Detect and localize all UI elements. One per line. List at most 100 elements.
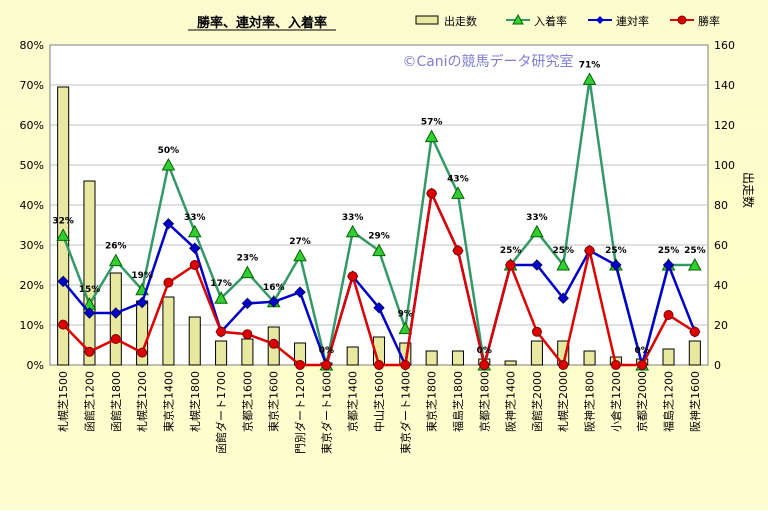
point-rentai-rate <box>557 292 569 304</box>
x-tick-label: 阪神芝1800 <box>583 371 597 432</box>
bar-starts <box>451 350 464 366</box>
bar-starts <box>215 340 228 366</box>
point-win-rate <box>637 360 648 370</box>
point-win-rate <box>610 360 621 370</box>
point-win-rate <box>242 329 253 340</box>
data-label: 16% <box>263 283 285 293</box>
point-rentai-rate <box>610 259 622 271</box>
point-win-rate <box>374 360 384 370</box>
point-rentai-rate <box>136 296 148 309</box>
data-label: 25% <box>500 246 522 256</box>
y-tick-label-right: 100 <box>714 159 735 172</box>
x-tick-label: 函館芝2000 <box>530 371 544 432</box>
y-tick-label-right: 20 <box>714 319 728 332</box>
point-rentai-rate <box>373 302 385 314</box>
point-win-rate <box>347 271 358 282</box>
legend-label-win: 勝率 <box>698 14 720 28</box>
x-tick-label: 京都芝1400 <box>346 371 360 432</box>
y-tick-label-left: 10% <box>20 319 44 332</box>
point-win-rate <box>400 360 411 370</box>
y-tick-label-right: 120 <box>714 119 735 132</box>
point-rentai-rate <box>531 259 543 271</box>
point-place-rate <box>398 321 413 335</box>
x-tick-label: 阪神芝1600 <box>688 371 702 432</box>
point-win-rate <box>216 326 227 337</box>
watermark-text: ©Caniの競馬データ研究室 <box>402 53 573 70</box>
point-place-rate <box>56 228 71 241</box>
data-label: 25% <box>605 246 627 256</box>
point-place-rate <box>530 224 544 238</box>
data-label: 23% <box>237 254 259 264</box>
point-win-rate <box>663 310 674 320</box>
x-tick-label: 東京芝1600 <box>267 371 281 432</box>
data-label: 0% <box>319 346 334 356</box>
point-win-rate <box>110 334 121 344</box>
point-place-rate <box>108 253 123 267</box>
x-tick-label: 札幌芝1200 <box>135 371 149 432</box>
point-win-rate <box>321 360 332 370</box>
legend-label-starts: 出走数 <box>444 14 477 28</box>
point-rentai-rate <box>241 297 254 310</box>
y-tick-label-right: 0 <box>714 359 721 372</box>
y-tick-label-right: 80 <box>714 199 728 212</box>
bar-starts <box>425 350 438 366</box>
point-place-rate <box>161 157 176 171</box>
y-tick-label-left: 30% <box>20 239 44 252</box>
point-win-rate <box>689 326 700 337</box>
legend-marker-win <box>677 15 687 25</box>
point-place-rate <box>214 291 228 304</box>
point-win-rate <box>295 360 306 370</box>
y-tick-label-left: 50% <box>20 159 44 172</box>
bar-starts <box>83 180 96 366</box>
point-place-rate <box>687 257 702 271</box>
bar-starts <box>504 360 517 366</box>
data-label: 43% <box>447 174 469 184</box>
point-place-rate <box>424 129 439 143</box>
x-tick-label: 京都芝2000 <box>635 371 649 432</box>
bar-starts <box>583 350 596 366</box>
x-tick-label: 東京ダート1600 <box>319 371 333 454</box>
point-place-rate <box>240 265 255 279</box>
point-win-rate <box>426 188 437 199</box>
data-label: 27% <box>289 237 311 247</box>
y-tick-label-left: 60% <box>20 119 44 132</box>
point-win-rate <box>505 260 516 270</box>
x-tick-label: 京都芝1600 <box>240 371 254 432</box>
legend-marker-rentai <box>596 16 604 24</box>
point-win-rate <box>584 245 595 256</box>
data-label: 15% <box>79 285 101 295</box>
y-tick-label-left: 20% <box>20 279 44 292</box>
bar-starts <box>662 348 675 366</box>
point-win-rate <box>163 277 174 288</box>
chart-title: 勝率、連対率、入着率 <box>197 15 327 31</box>
y-tick-label-right: 40 <box>714 279 728 292</box>
point-place-rate <box>451 186 465 199</box>
y-tick-label-right: 140 <box>714 79 735 92</box>
bar-starts <box>241 338 254 366</box>
point-rentai-rate <box>268 296 280 308</box>
point-place-rate <box>582 72 597 85</box>
data-label: 29% <box>368 232 390 242</box>
point-rentai-rate <box>83 307 96 319</box>
data-label: 32% <box>52 216 74 226</box>
data-label: 25% <box>658 246 680 256</box>
x-tick-label: 福島芝1200 <box>662 371 676 432</box>
point-rentai-rate <box>294 286 306 298</box>
data-label: 0% <box>635 346 650 356</box>
point-place-rate <box>372 243 386 257</box>
bar-starts <box>162 296 175 366</box>
x-tick-label: 札幌芝2000 <box>556 371 570 432</box>
data-label: 57% <box>421 118 443 128</box>
x-tick-label: 函館芝1200 <box>82 371 96 432</box>
y-tick-label-right: 60 <box>714 239 728 252</box>
point-rentai-rate <box>662 259 675 271</box>
y-tick-label-left: 70% <box>20 79 44 92</box>
point-place-rate <box>556 257 571 271</box>
x-tick-label: 東京ダート1400 <box>398 371 412 454</box>
point-place-rate <box>187 224 202 238</box>
point-win-rate <box>531 326 542 337</box>
point-place-rate <box>345 224 360 238</box>
data-label: 19% <box>131 271 153 281</box>
bar-starts <box>530 340 543 366</box>
